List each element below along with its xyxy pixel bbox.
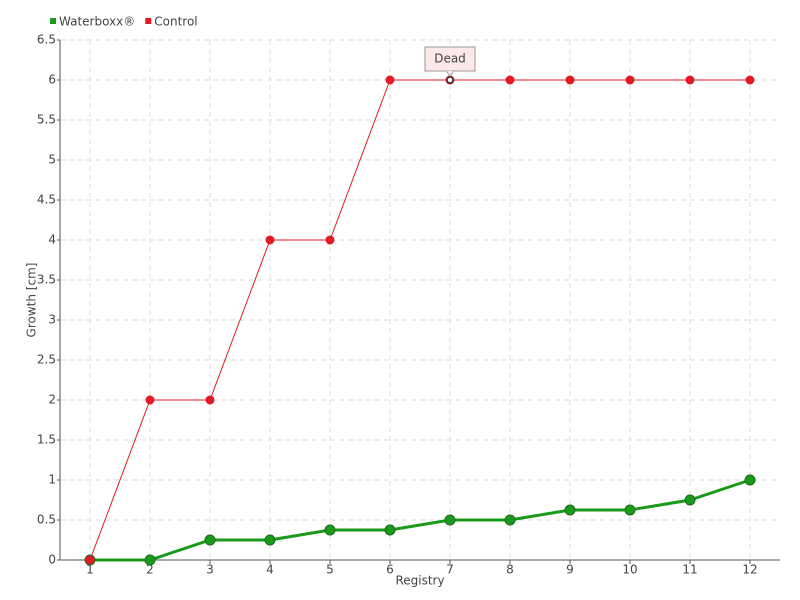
x-tick-label: 4 (266, 563, 274, 577)
x-tick-label: 5 (326, 563, 334, 577)
y-tick-label: 1.5 (37, 433, 56, 447)
x-tick-label: 10 (622, 563, 637, 577)
annotation-text: Dead (434, 52, 466, 66)
data-point (265, 235, 275, 245)
data-point (205, 395, 215, 405)
data-point (325, 235, 335, 245)
data-point (565, 75, 575, 85)
legend-swatch (50, 18, 56, 24)
y-tick-label: 0.5 (37, 513, 56, 527)
y-tick-label: 6.5 (37, 33, 56, 47)
data-point (684, 494, 696, 506)
annotation-marker (446, 76, 454, 84)
data-point (85, 555, 95, 565)
data-point (324, 524, 336, 536)
data-point (505, 75, 515, 85)
x-tick-label: 11 (682, 563, 697, 577)
data-point (745, 75, 755, 85)
y-tick-label: 4 (48, 233, 56, 247)
x-tick-label: 7 (446, 563, 454, 577)
x-tick-label: 6 (386, 563, 394, 577)
data-point (504, 514, 516, 526)
data-point (625, 75, 635, 85)
data-point (685, 75, 695, 85)
x-tick-label: 12 (742, 563, 757, 577)
y-tick-label: 4.5 (37, 193, 56, 207)
x-tick-label: 2 (146, 563, 154, 577)
data-point (444, 514, 456, 526)
y-tick-label: 6 (48, 73, 56, 87)
data-point (624, 504, 636, 516)
y-tick-label: 1 (48, 473, 56, 487)
y-axis-title: Growth [cm] (25, 263, 39, 338)
data-point (145, 395, 155, 405)
x-tick-label: 9 (566, 563, 574, 577)
data-point (744, 474, 756, 486)
legend-label: Control (154, 15, 197, 29)
series-line (89, 79, 750, 561)
x-tick-label: 3 (206, 563, 214, 577)
data-point (384, 524, 396, 536)
data-point (144, 554, 156, 566)
y-tick-label: 5.5 (37, 113, 56, 127)
data-point (204, 534, 216, 546)
annotation: Dead (424, 46, 476, 77)
x-tick-label: 1 (86, 563, 94, 577)
annotation-pointer (445, 70, 455, 77)
series-line (90, 478, 751, 562)
annotation-box (424, 46, 476, 72)
data-point (385, 75, 395, 85)
y-tick-label: 3.5 (37, 273, 56, 287)
data-point (564, 504, 576, 516)
y-tick-label: 5 (48, 153, 56, 167)
legend-swatch (145, 18, 152, 24)
x-axis-title: Registry (395, 574, 444, 588)
x-tick-label: 8 (506, 563, 514, 577)
y-tick-label: 0 (48, 553, 56, 567)
data-point (264, 534, 276, 546)
y-tick-label: 3 (48, 313, 56, 327)
legend-label: Waterboxx® (59, 15, 135, 29)
y-tick-label: 2.5 (37, 353, 56, 367)
y-tick-label: 2 (48, 393, 56, 407)
